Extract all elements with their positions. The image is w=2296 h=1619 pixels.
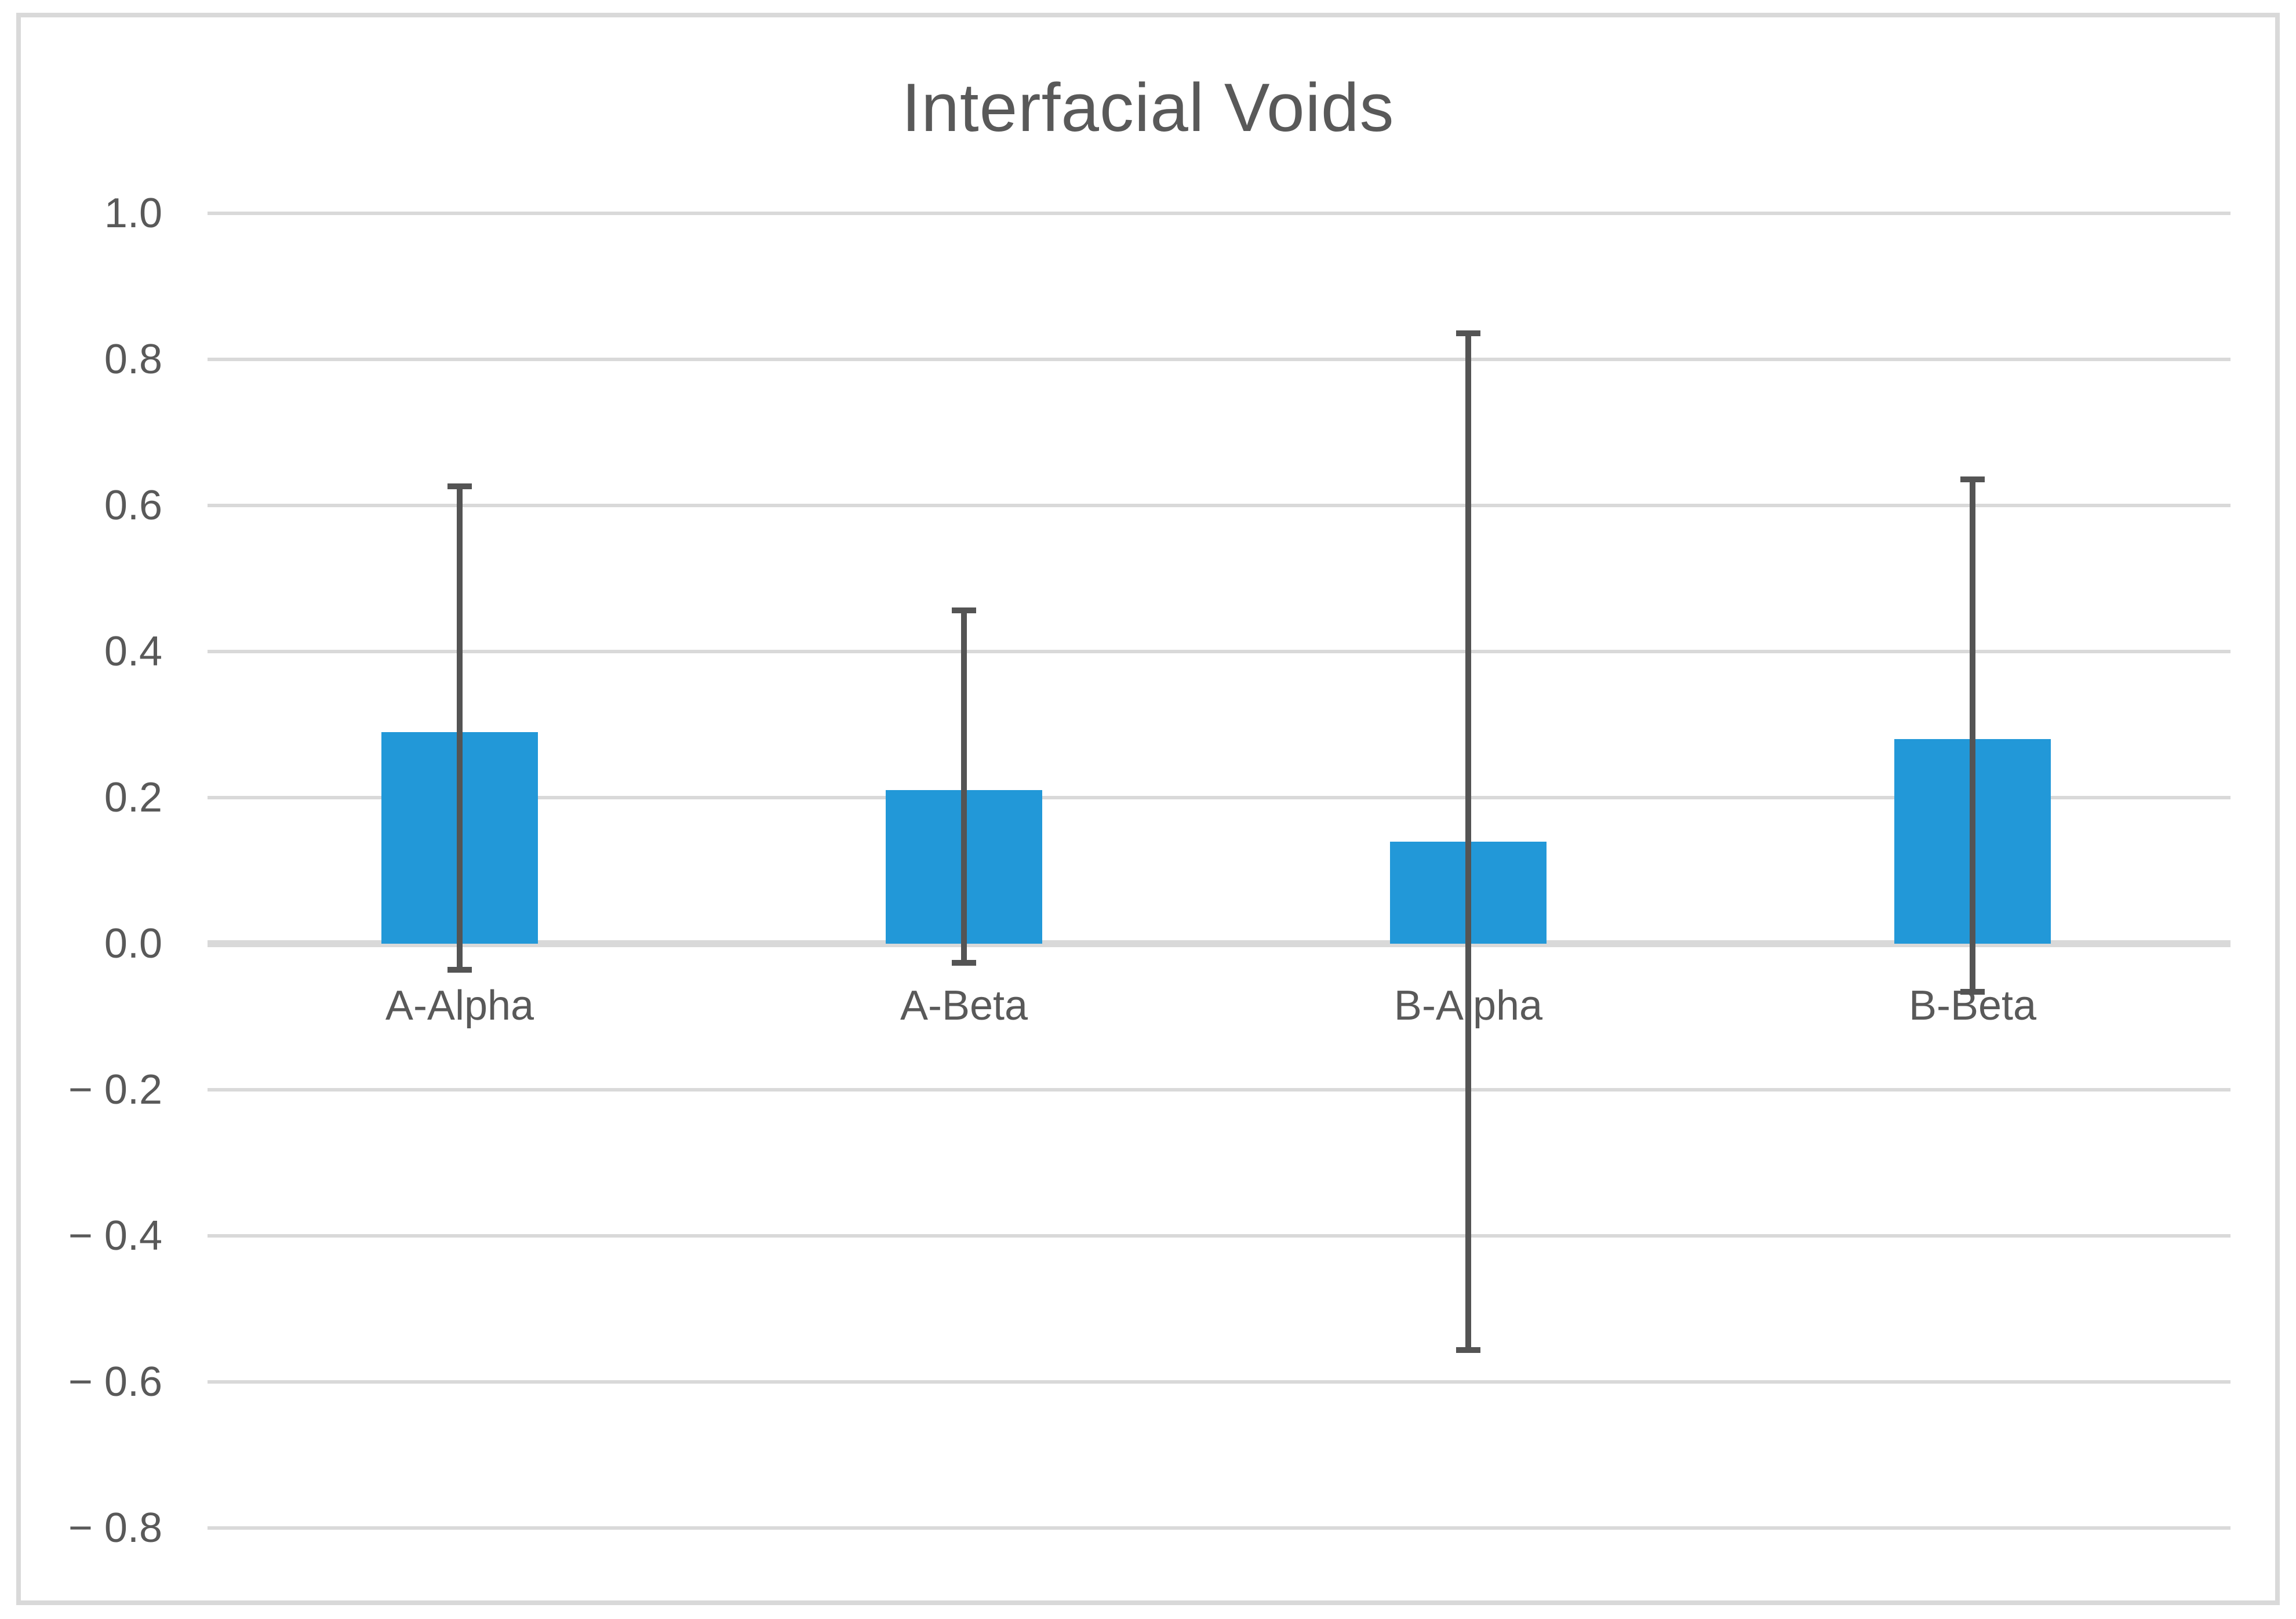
gridline-0.6 [208, 504, 2230, 507]
error-bar-b-alpha [1465, 330, 1471, 1353]
y-tick-label: − 0.6 [68, 1359, 162, 1405]
y-tick-label: 0.4 [104, 628, 162, 675]
chart-border [16, 13, 2280, 1605]
y-tick-label: 0.0 [104, 921, 162, 967]
error-bar-a-alpha [457, 483, 463, 973]
error-bar-b-beta [1970, 476, 1975, 995]
y-tick-label: 1.0 [104, 190, 162, 237]
gridline-− 0.6 [208, 1380, 2230, 1384]
y-tick-label: − 0.4 [68, 1213, 162, 1259]
x-category-label: A-Beta [900, 983, 1028, 1029]
x-category-label: A-Alpha [385, 983, 534, 1029]
error-cap-low-a-alpha [447, 967, 472, 973]
gridline-0.4 [208, 650, 2230, 653]
error-cap-low-b-beta [1960, 989, 1985, 995]
gridline-0.8 [208, 358, 2230, 361]
error-cap-high-a-beta [952, 607, 976, 614]
y-tick-label: − 0.8 [68, 1505, 162, 1551]
y-tick-label: − 0.2 [68, 1067, 162, 1113]
y-tick-label: 0.2 [104, 774, 162, 821]
y-tick-label: 0.6 [104, 482, 162, 529]
error-cap-low-b-alpha [1456, 1347, 1480, 1353]
gridline-1.0 [208, 212, 2230, 215]
gridline-0.0 [208, 940, 2230, 947]
error-cap-high-a-alpha [447, 483, 472, 490]
error-cap-high-b-beta [1960, 476, 1985, 482]
gridline-− 0.8 [208, 1526, 2230, 1530]
error-bar-a-beta [961, 607, 967, 966]
gridline-− 0.4 [208, 1234, 2230, 1238]
error-cap-high-b-alpha [1456, 330, 1480, 336]
chart-title: Interfacial Voids [901, 70, 1395, 146]
gridline-0.2 [208, 796, 2230, 799]
gridline-− 0.2 [208, 1088, 2230, 1092]
error-cap-low-a-beta [952, 959, 976, 966]
y-tick-label: 0.8 [104, 336, 162, 383]
